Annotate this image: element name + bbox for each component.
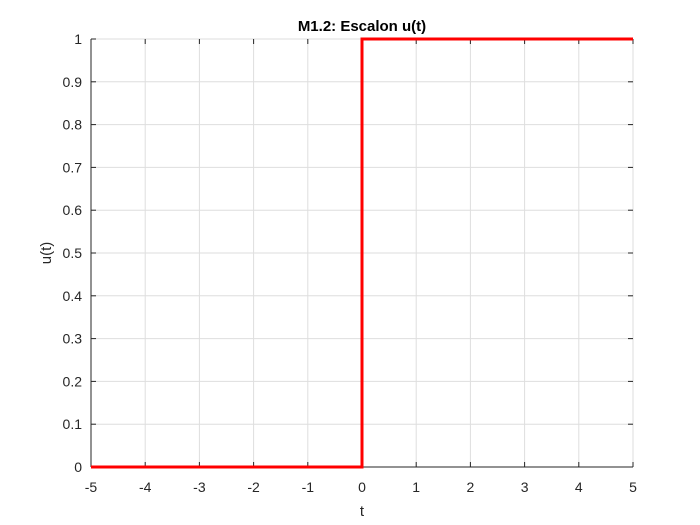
y-tick-label: 0.8 [63,117,83,133]
y-tick-label: 0.2 [63,373,83,389]
y-tick-label: 0.9 [63,74,83,90]
chart-title: M1.2: Escalon u(t) [298,18,426,35]
y-tick-label: 0.4 [63,288,83,304]
tick-labels: -5 -4 -3 -2 -1 0 1 2 3 4 5 0 0.1 0.2 0.3 0.4 0.5 0.6 0.7 0.… [63,31,638,495]
y-tick-label: 0.3 [63,331,83,347]
x-tick-label: -2 [247,479,260,495]
x-tick-label: 3 [521,479,529,495]
x-tick-label: -4 [139,479,152,495]
y-tick-label: 0.1 [63,416,83,432]
series-line-0 [91,37,633,469]
y-tick-label: 0.6 [63,202,83,218]
y-tick-label: 0 [74,459,82,475]
x-axis-label: t [360,503,365,520]
x-tick-label: -5 [85,479,98,495]
x-tick-label: -3 [193,479,206,495]
y-tick-label: 0.5 [63,245,83,261]
x-tick-label: 4 [575,479,583,495]
series [91,37,633,469]
x-tick-label: -1 [302,479,315,495]
x-tick-label: 1 [412,479,420,495]
x-tick-label: 5 [629,479,637,495]
y-tick-label: 0.7 [63,159,83,175]
x-tick-label: 2 [467,479,475,495]
y-tick-label: 1 [74,31,82,47]
x-tick-label: 0 [358,479,366,495]
y-axis-label: u(t) [38,242,55,265]
